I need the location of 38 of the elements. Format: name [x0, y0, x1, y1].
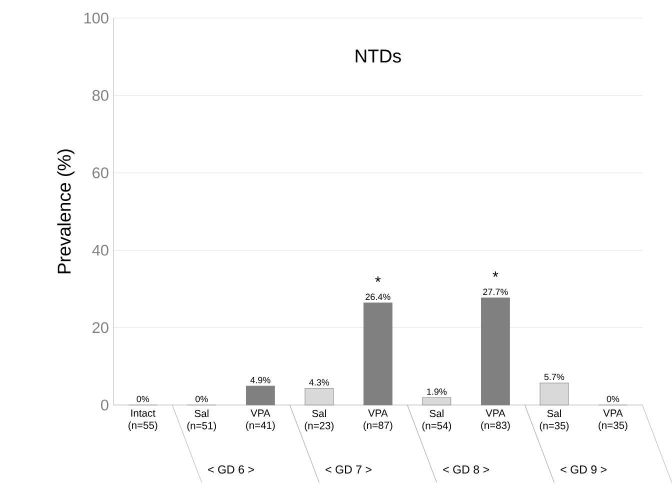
bar	[422, 397, 452, 406]
y-tick-label: 40	[92, 244, 108, 256]
annotation: *	[375, 276, 381, 282]
bar	[481, 297, 510, 406]
data-label: 26.4%	[366, 294, 390, 300]
x-tick-label: Intact (n=55)	[128, 409, 158, 431]
y-tick-label: 20	[92, 322, 108, 333]
data-label: 0%	[136, 396, 150, 402]
x-tick-label: Sal (n=23)	[304, 409, 334, 432]
text: NTDs	[356, 50, 401, 63]
x-tick-label: Sal (n=51)	[187, 409, 216, 432]
bar	[540, 382, 569, 406]
y-axis-title: Prevalence (%)	[57, 149, 74, 274]
x-tick-label: VPA (n=83)	[481, 409, 510, 431]
text: < GD 8 >	[443, 465, 489, 474]
bar	[246, 386, 275, 406]
text: < GD 7 >	[326, 465, 372, 474]
annotation: *	[492, 271, 498, 277]
text: < GD 6 >	[208, 465, 254, 474]
data-label: 0%	[606, 396, 620, 402]
y-tick-label: 0	[101, 399, 108, 410]
data-label: 0%	[196, 396, 208, 402]
data-label: 27.7%	[483, 288, 508, 295]
bar	[363, 302, 392, 406]
x-tick-label: VPA (n=35)	[598, 409, 628, 431]
x-tick-label: Sal (n=54)	[422, 409, 452, 432]
x-tick-label: Sal (n=35)	[540, 409, 569, 432]
data-label: 4.9%	[250, 376, 270, 384]
bar	[304, 388, 334, 406]
x-tick-label: VPA (n=41)	[246, 409, 275, 431]
data-label: 4.3%	[309, 379, 330, 386]
x-tick-label: VPA (n=87)	[364, 409, 392, 431]
data-label: 1.9%	[427, 388, 447, 395]
data-label: 5.7%	[544, 374, 564, 380]
y-tick-label: 60	[92, 167, 108, 178]
text: < GD 9 >	[560, 465, 606, 474]
y-tick-label: 100	[84, 12, 108, 24]
y-tick-label: 80	[92, 90, 108, 101]
